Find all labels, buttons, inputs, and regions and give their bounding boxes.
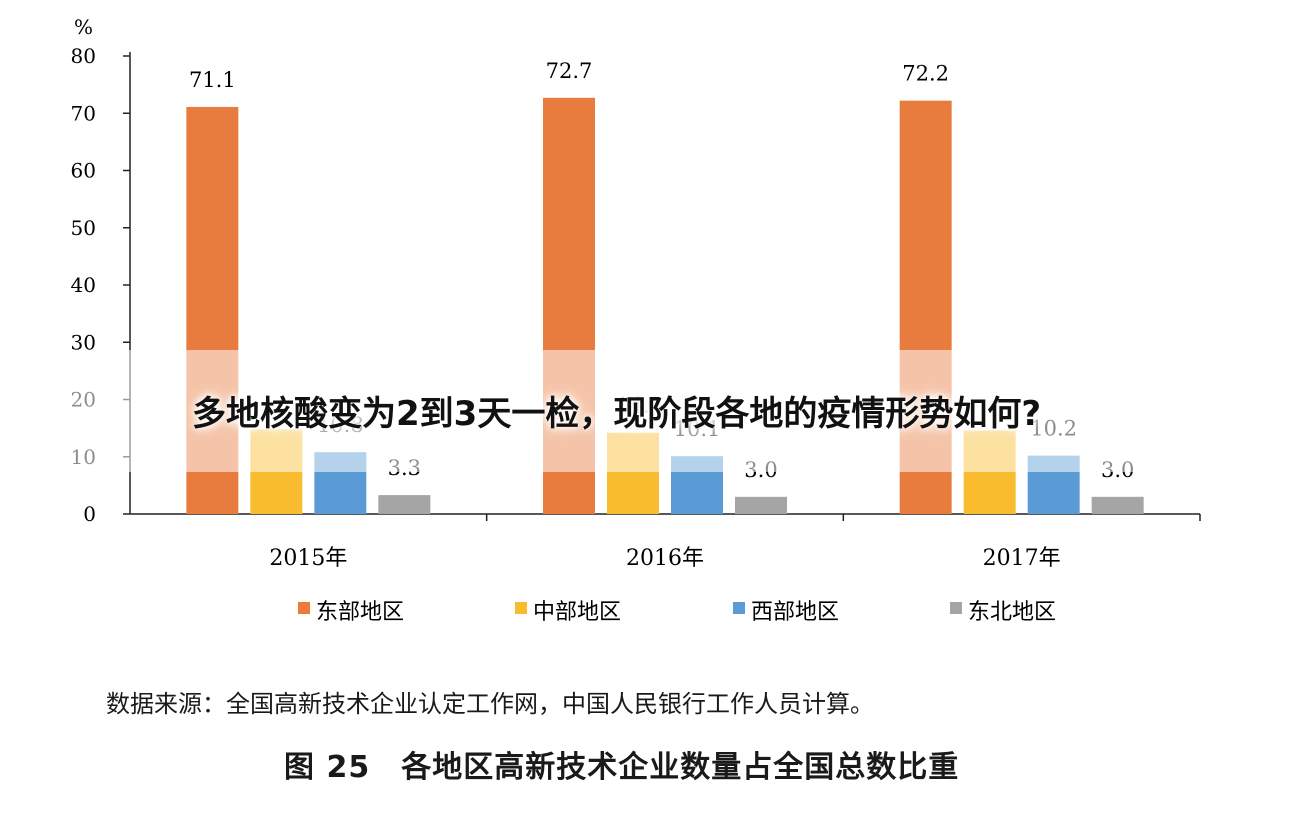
bar — [607, 432, 659, 514]
data-label: 3.3 — [388, 456, 421, 480]
y-tick-label: 20 — [71, 388, 96, 412]
legend-label: 西部地区 — [751, 600, 839, 625]
x-tick-label: 2017年 — [983, 546, 1061, 571]
chart-legend: 东部地区 中部地区 西部地区 东北地区 — [298, 600, 1056, 625]
legend-swatch — [298, 602, 310, 614]
bar — [186, 106, 239, 514]
x-tick-label: 2015年 — [269, 546, 347, 571]
legend-swatch — [733, 602, 745, 614]
data-label: 72.2 — [902, 62, 949, 86]
figure-title: 图 25 各地区高新技术企业数量占全国总数比重 — [284, 750, 960, 785]
bar — [1091, 496, 1144, 514]
data-label: 72.7 — [546, 59, 593, 83]
data-label: 3.0 — [744, 458, 777, 482]
legend-label: 东部地区 — [316, 600, 404, 625]
data-label: 3.0 — [1101, 458, 1134, 482]
bar — [250, 429, 303, 514]
y-tick-label: 80 — [71, 44, 96, 68]
y-tick-label: 60 — [71, 159, 96, 183]
y-tick-label: 10 — [71, 445, 96, 469]
bar — [963, 430, 1016, 514]
y-tick-label: 40 — [71, 273, 96, 297]
legend-swatch — [515, 602, 527, 614]
legend-label: 东北地区 — [968, 600, 1056, 625]
chart-bars — [186, 97, 1144, 514]
bar — [735, 496, 787, 514]
legend-swatch — [950, 602, 962, 614]
legend-label: 中部地区 — [533, 600, 621, 625]
data-label: 71.1 — [189, 68, 236, 92]
y-tick-label: 50 — [71, 216, 96, 240]
bar — [671, 456, 723, 514]
headline-overlay: 多地核酸变为2到3天一检，现阶段各地的疫情形势如何? — [192, 394, 1042, 434]
x-tick-label: 2016年 — [626, 546, 704, 571]
bar — [314, 452, 367, 514]
bar — [543, 97, 595, 514]
y-tick-label: 30 — [71, 330, 96, 354]
y-tick-label: 0 — [83, 502, 96, 526]
bar — [1027, 455, 1080, 514]
y-axis-label: % — [74, 15, 93, 39]
bar — [378, 495, 431, 514]
y-tick-label: 70 — [71, 101, 96, 125]
bar — [899, 100, 952, 514]
source-note: 数据来源：全国高新技术企业认定工作网，中国人民银行工作人员计算。 — [106, 690, 874, 718]
